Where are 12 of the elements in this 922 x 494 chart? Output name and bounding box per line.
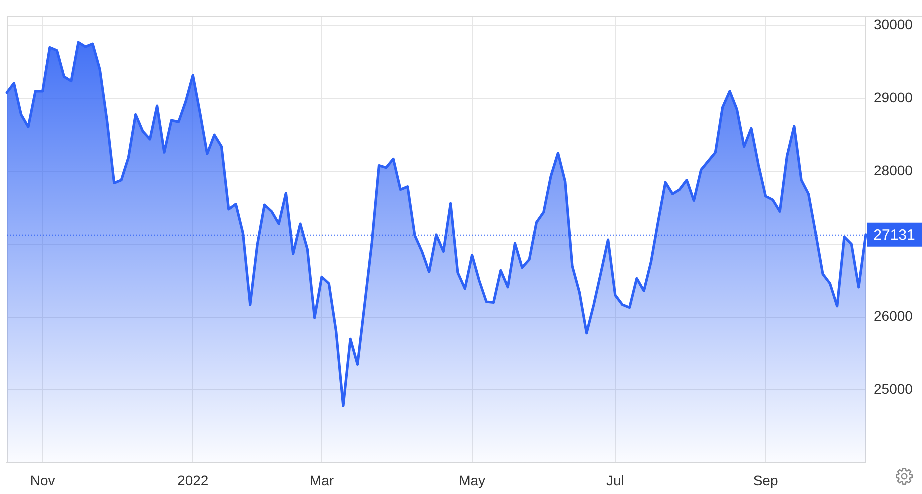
x-tick-label: Jul — [606, 472, 624, 488]
x-tick-label: Sep — [753, 472, 778, 488]
x-tick-label: Nov — [30, 472, 56, 488]
y-tick-label: 30000 — [874, 16, 914, 33]
x-tick-label: May — [459, 472, 486, 488]
y-tick-label: 25000 — [874, 381, 914, 398]
ref-line-label: 27131 — [874, 227, 916, 244]
y-tick-label: 26000 — [874, 308, 914, 324]
x-tick-label: 2022 — [178, 472, 209, 488]
x-tick-label: Mar — [310, 472, 334, 488]
y-tick-label: 28000 — [874, 162, 914, 178]
y-tick-label: 29000 — [874, 90, 914, 106]
